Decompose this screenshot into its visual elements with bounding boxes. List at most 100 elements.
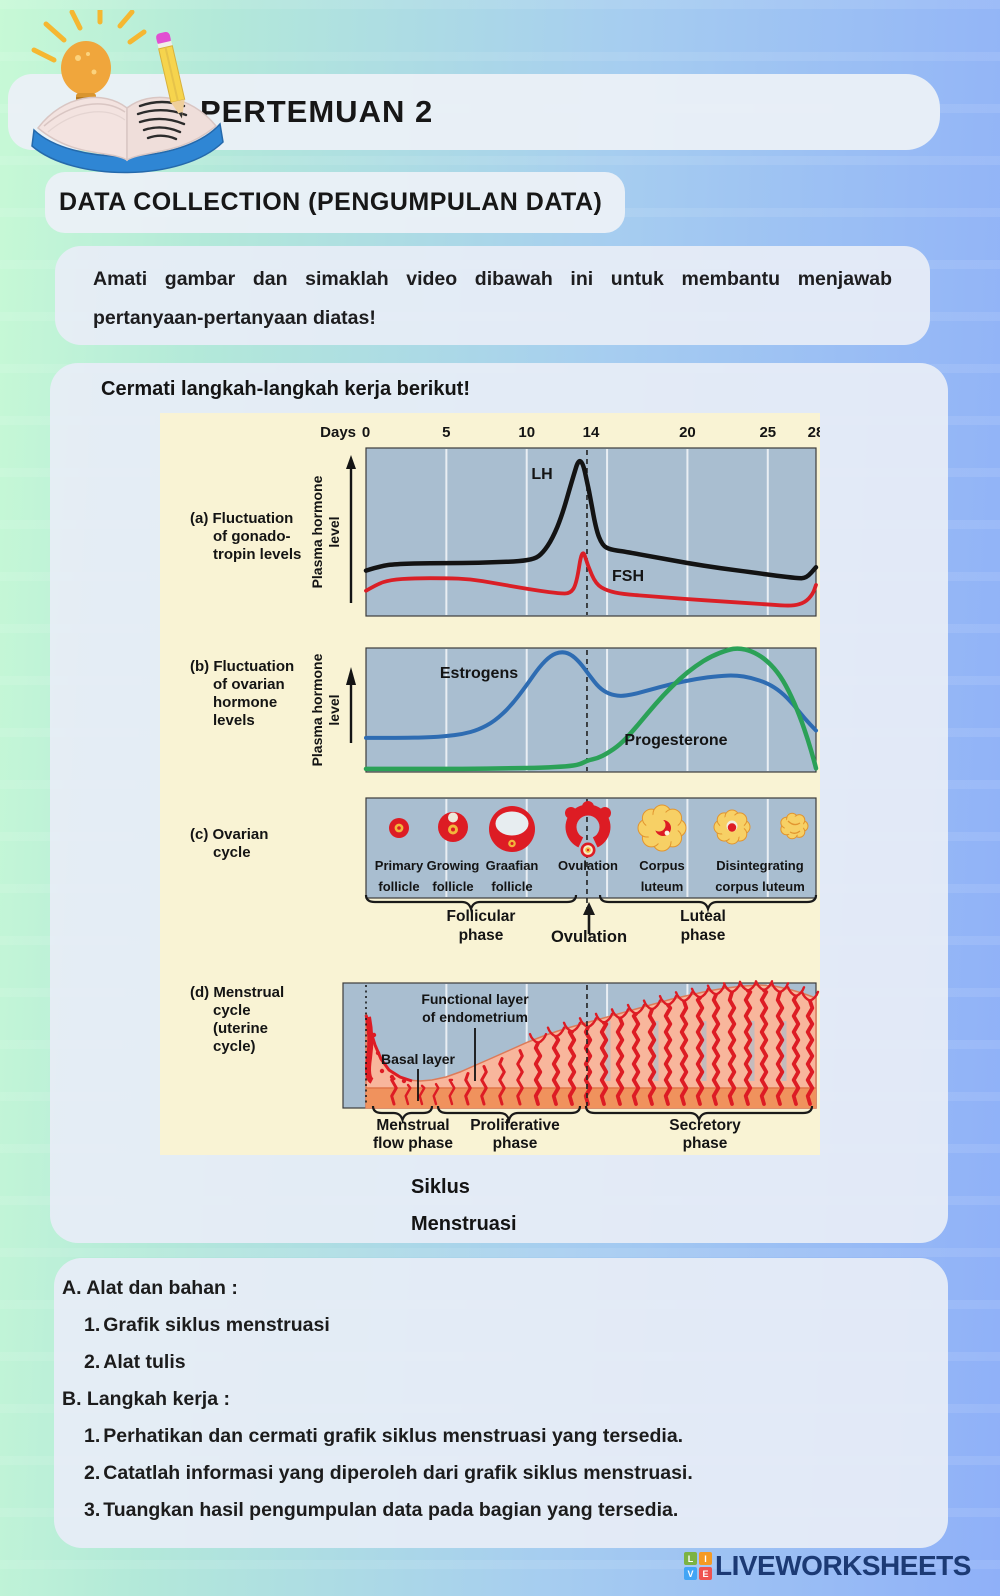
panel-b [365,647,817,773]
endometrial-gland [516,1049,524,1106]
phase-label: Menstrual [376,1117,449,1134]
phase-brace [598,894,818,913]
stage-label: follicle [432,879,473,894]
list-item: 1. Perhatikan dan cermati grafik siklus … [84,1425,684,1447]
curve-fsh [364,551,818,608]
endometrial-gland [583,1025,593,1106]
phase-label: phase [681,927,726,944]
endometrial-gland [775,990,785,1106]
endometrial-gland [418,1084,426,1106]
endometrial-gland [805,999,815,1106]
diagram-box: Cermati langkah-langkah kerja berikut! D… [50,363,948,1243]
series-label-fsh: FSH [612,568,644,585]
disintegrating-corpus-luteum-icon [727,823,737,832]
phase-brace [436,1105,582,1124]
endometrial-gland [759,988,769,1106]
series-label-progesterone: Progesterone [624,732,727,749]
panel-b-caption: hormone [213,694,277,711]
endometrial-gland [631,1012,641,1106]
stage-label: Primary [375,858,424,873]
basal-layer-label: Basal layer [381,1051,455,1067]
endometrial-gland [533,1041,543,1106]
endometrium-basal-layer [366,1088,816,1108]
day-tick-label: 5 [442,424,450,441]
endometrial-gland [743,988,753,1106]
y-axis-label: Plasma hormone [309,475,325,588]
stage-label: Graafian [486,858,539,873]
panel-d-caption: (uterine [213,1020,268,1037]
curve-progesterone [363,646,819,772]
y-axis-label: level [326,694,342,725]
endometrial-gland [432,1082,440,1106]
endometrial-gland [567,1029,577,1106]
caption-line-1: Siklus [411,1176,470,1198]
panel-d-caption: (d) Menstrual [190,984,284,1001]
stage-label: follicle [491,879,532,894]
functional-layer-label: of endometrium [422,1009,528,1025]
panel-c-caption: (c) Ovarian [190,826,268,843]
functional-layer-label: Functional layer [421,991,529,1007]
phase-label: phase [459,927,504,944]
endometrial-gland [551,1034,561,1106]
panel-b-caption: (b) Fluctuation [190,658,294,675]
curve-estrogens [364,650,818,740]
endometrial-gland [663,1003,673,1106]
caption-line-2: Menstruasi [411,1213,517,1235]
intro-box: Amati gambar dan simaklah video dibawah … [55,246,930,345]
days-axis-label: Days [320,424,356,441]
section-title: DATA COLLECTION (PENGUMPULAN DATA) [59,188,603,216]
open-book-icon [31,96,224,174]
series-label-lh: LH [531,466,552,483]
endometrial-gland [448,1078,456,1106]
section-title-bar: DATA COLLECTION (PENGUMPULAN DATA) [45,172,625,233]
phase-label: Secretory [669,1117,741,1134]
stage-label: luteum [641,879,684,894]
panel-b-caption: levels [213,712,255,729]
up-arrow-icon [346,667,356,685]
panel-b-caption: of ovarian [213,676,285,693]
day-tick-label: 28 [808,424,820,441]
phase-label: Proliferative [470,1117,560,1134]
page-title: PERTEMUAN 2 [200,94,434,129]
day-tick-label: 25 [759,424,776,441]
endometrial-gland [647,1007,657,1106]
stage-label: Growing [427,858,480,873]
endometrial-gland [404,1083,412,1106]
brand-name: LIVEWORKSHEETS [715,1550,971,1581]
stage-label: follicle [378,879,419,894]
panel-a [365,447,817,617]
endometrial-gland [711,992,721,1106]
stage-label: Disintegrating [716,858,803,873]
endometrial-gland [390,1077,398,1106]
day-tick-label: 10 [518,424,535,441]
phase-label-ovulation: Ovulation [551,928,627,946]
panel-a-caption: tropin levels [213,546,301,563]
stage-label: corpus luteum [715,879,805,894]
endometrial-gland [615,1016,625,1106]
endometrial-gland [727,990,737,1106]
endometrial-gland [464,1072,472,1106]
stage-label: Corpus [639,858,685,873]
phase-brace [584,1105,814,1124]
list-item: 2. Catatlah informasi yang diperoleh dar… [84,1462,693,1484]
y-axis-label: level [326,516,342,547]
intro-text: Amati gambar dan simaklah video dibawah … [93,268,892,329]
list-item: 2. Alat tulis [84,1351,186,1373]
diagram-caption: Siklus Menstruasi [411,1169,517,1243]
curve-lh [363,459,819,581]
worksheet-heading: Cermati langkah-langkah kerja berikut! [101,378,471,400]
day-tick-label: 0 [362,424,370,441]
liveworksheets-footer: L I V E LIVEWORKSHEETS [684,1550,971,1582]
day-tick-label: 14 [583,424,600,441]
panel-a-caption: (a) Fluctuation [190,510,293,527]
phase-label: flow phase [373,1135,453,1152]
phase-brace [371,1105,434,1124]
series-label-estrogens: Estrogens [440,665,518,682]
list-item: 1. Grafik siklus menstruasi [84,1314,330,1336]
day-tick-label: 20 [679,424,696,441]
panel-a-caption: of gonado- [213,528,290,545]
stage-label: Ovulation [558,858,618,873]
endometrial-gland [791,994,801,1106]
